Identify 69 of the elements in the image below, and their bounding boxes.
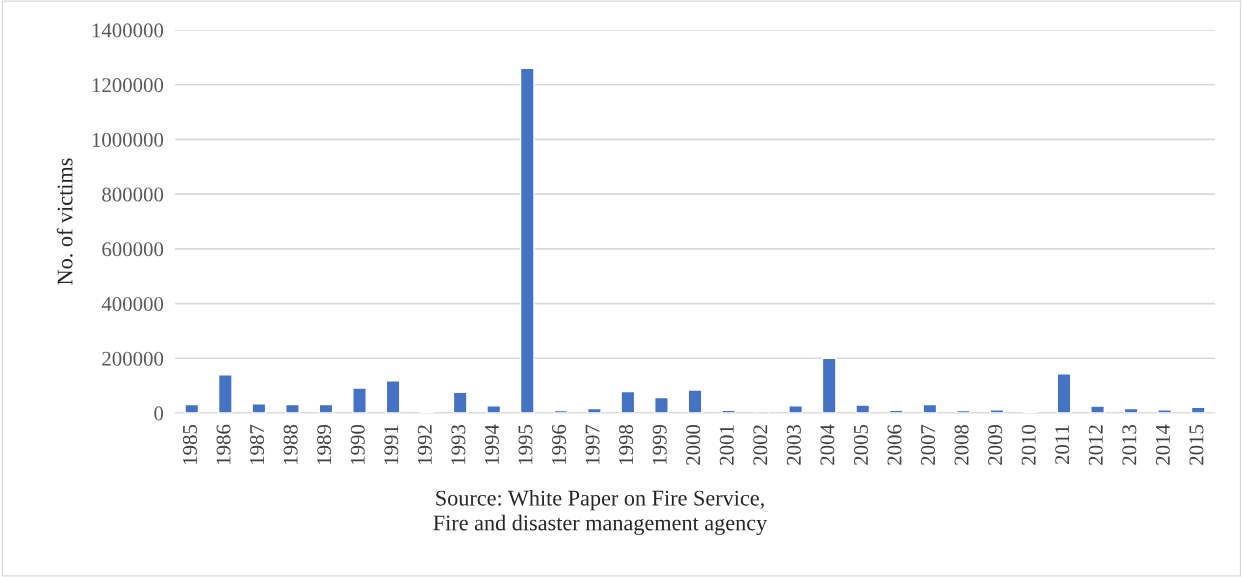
bar [821, 357, 837, 413]
y-tick-label: 800000 [102, 187, 164, 202]
x-tick-label: 1990 [350, 424, 365, 464]
x-tick-label: 1991 [384, 425, 399, 464]
x-tick-label: 1993 [451, 424, 466, 464]
bar [788, 405, 804, 413]
x-tick-label: 2008 [954, 424, 969, 465]
y-tick-label: 1200000 [92, 78, 164, 93]
bar [955, 409, 971, 413]
source-note: Source: White Paper on Fire Service, Fire and disaster management agency [433, 490, 768, 535]
bar [217, 374, 233, 413]
x-tick-label: 1996 [552, 424, 567, 464]
x-tick-label: 2000 [686, 424, 701, 465]
bar [1157, 409, 1173, 413]
x-tick-label: 2011 [1055, 425, 1070, 465]
y-axis-title: No. of victims [56, 158, 73, 285]
bar [553, 409, 569, 413]
bar [385, 380, 401, 413]
x-tick-label: 2012 [1088, 425, 1103, 465]
x-tick-label: 2002 [753, 425, 768, 465]
x-tick-label: 1987 [250, 424, 265, 464]
bar [1056, 373, 1072, 413]
bar [352, 387, 367, 413]
bar [586, 407, 602, 413]
x-tick-label: 1985 [182, 424, 197, 464]
bar [1123, 407, 1139, 413]
bar [654, 396, 669, 413]
x-tick-label: 2005 [853, 424, 868, 465]
bar [721, 409, 736, 413]
x-tick-label: 2014 [1155, 424, 1170, 465]
bar [452, 391, 468, 413]
x-tick-label: 1986 [216, 424, 231, 464]
y-tick-label: 1000000 [92, 132, 164, 147]
bar [687, 389, 703, 413]
x-tick-label: 1992 [417, 425, 432, 464]
bar [519, 67, 535, 413]
x-tick-label: 1994 [484, 424, 499, 464]
x-tick-label: 1998 [619, 424, 634, 464]
x-tick-label: 1989 [317, 424, 332, 464]
bar [1190, 406, 1206, 413]
bar [922, 403, 938, 413]
y-tick-label: 200000 [102, 351, 164, 366]
bar [318, 403, 334, 413]
x-tick-label: 2013 [1122, 424, 1137, 465]
bar [184, 403, 200, 413]
bar [486, 405, 502, 413]
bar [888, 409, 904, 413]
x-tick-label: 2006 [887, 424, 902, 465]
x-tick-label: 2004 [820, 424, 835, 465]
y-tick-label: 600000 [102, 242, 164, 257]
y-tick-label: 0 [154, 406, 164, 421]
bar [1090, 405, 1105, 413]
x-tick-label: 1995 [518, 424, 533, 464]
bar [620, 390, 636, 413]
x-tick-label: 2009 [988, 424, 1003, 465]
x-tick-label: 2010 [1021, 424, 1036, 465]
x-tick-label: 1999 [652, 424, 667, 464]
y-tick-label: 1400000 [92, 23, 164, 38]
bar [989, 409, 1005, 413]
x-tick-label: 2003 [786, 424, 801, 465]
y-tick-label: 400000 [101, 296, 164, 311]
x-tick-label: 2001 [719, 425, 734, 465]
bar [285, 403, 300, 413]
x-tick-label: 1997 [585, 424, 600, 464]
x-tick-label: 2007 [920, 424, 936, 465]
x-tick-label: 1988 [283, 424, 298, 464]
bar [855, 404, 871, 413]
x-tick-label: 2015 [1189, 424, 1204, 465]
bar [251, 403, 267, 413]
